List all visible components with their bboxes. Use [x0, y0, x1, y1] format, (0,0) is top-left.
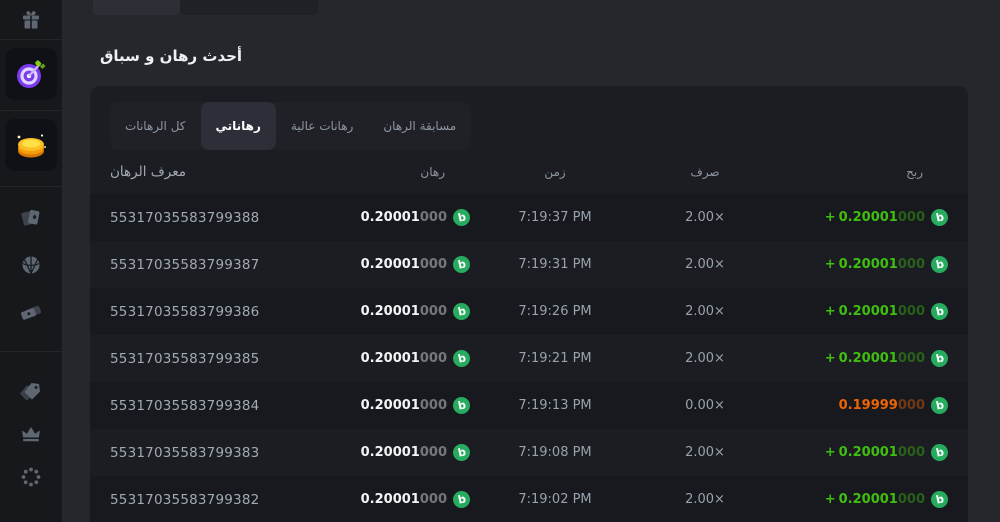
table-row[interactable]: 55317035583799388 0.20001000 b 7:19:37 P… — [90, 194, 968, 241]
coin-icon: b — [453, 256, 470, 273]
bet-payout: 2.00× — [685, 304, 725, 319]
gold-coins-icon[interactable] — [5, 119, 57, 171]
sidebar-divider — [0, 351, 62, 352]
sport-ball-icon[interactable] — [18, 252, 44, 278]
gift-icon[interactable] — [18, 6, 44, 32]
bet-time: 7:19:31 PM — [518, 257, 592, 272]
bet-amount: 0.20001000 b — [300, 256, 470, 273]
col-profit: ربح — [906, 165, 923, 179]
bet-id: 55317035583799382 — [110, 491, 260, 508]
table-header: معرف الرهان رهان زمن صرف ربح — [110, 150, 948, 194]
col-time: زمن — [544, 165, 566, 179]
col-bet-id: معرف الرهان — [110, 164, 186, 180]
table-row[interactable]: 55317035583799387 0.20001000 b 7:19:31 P… — [90, 241, 968, 288]
bet-profit: +0.20001000 b — [770, 350, 948, 367]
coin-icon: b — [931, 444, 948, 461]
coin-icon: b — [931, 397, 948, 414]
playing-cards-icon[interactable] — [18, 205, 44, 231]
price-tags-icon[interactable] — [18, 379, 44, 405]
bet-payout: 0.00× — [685, 398, 725, 413]
dotted-circle-icon[interactable] — [18, 464, 44, 490]
coin-icon: b — [931, 303, 948, 320]
col-bet: رهان — [420, 165, 445, 179]
coin-icon: b — [453, 350, 470, 367]
coin-icon: b — [453, 444, 470, 461]
table-row[interactable]: 55317035583799384 0.20001000 b 7:19:13 P… — [90, 382, 968, 429]
bet-amount: 0.20001000 b — [300, 350, 470, 367]
bet-amount: 0.20001000 b — [300, 303, 470, 320]
tab-bet-contest[interactable]: مسابقة الرهان — [383, 119, 457, 133]
bet-profit: +0.20001000 b — [770, 303, 948, 320]
table-row[interactable]: 55317035583799382 0.20001000 b 7:19:02 P… — [90, 476, 968, 522]
bet-profit: +0.20001000 b — [770, 256, 948, 273]
tab-high-bets[interactable]: رهانات عالية — [290, 119, 354, 133]
page-title: أحدث رهان و سباق — [100, 47, 243, 65]
bets-tabbar: كل الرهانات رهاناتي رهانات عالية مسابقة الر… — [110, 102, 472, 150]
bet-amount: 0.20001000 b — [300, 209, 470, 226]
crown-icon[interactable] — [18, 421, 44, 447]
table-body: 55317035583799388 0.20001000 b 7:19:37 P… — [90, 194, 968, 522]
bet-time: 7:19:21 PM — [518, 351, 592, 366]
bet-payout: 2.00× — [685, 210, 725, 225]
bet-amount: 0.20001000 b — [300, 491, 470, 508]
col-payout: صرف — [690, 165, 720, 179]
sidebar-divider — [0, 186, 62, 187]
coin-icon: b — [931, 350, 948, 367]
cut-off-button-active[interactable] — [93, 0, 180, 15]
sidebar-divider — [0, 39, 62, 40]
bet-profit: 0.19999000 b — [770, 397, 948, 414]
target-dart-icon[interactable] — [5, 48, 57, 100]
bet-time: 7:19:37 PM — [518, 210, 592, 225]
bet-amount: 0.20001000 b — [300, 397, 470, 414]
coin-icon: b — [931, 491, 948, 508]
coin-icon: b — [453, 397, 470, 414]
bet-profit: +0.20001000 b — [770, 444, 948, 461]
bet-id: 55317035583799388 — [110, 209, 260, 226]
bet-payout: 2.00× — [685, 257, 725, 272]
coin-icon: b — [931, 209, 948, 226]
table-row[interactable]: 55317035583799386 0.20001000 b 7:19:26 P… — [90, 288, 968, 335]
tickets-icon[interactable] — [18, 299, 44, 325]
coin-icon: b — [931, 256, 948, 273]
bet-id: 55317035583799387 — [110, 256, 260, 273]
bet-payout: 2.00× — [685, 351, 725, 366]
sidebar-divider — [0, 110, 62, 111]
cut-off-button[interactable] — [180, 0, 318, 15]
table-row[interactable]: 55317035583799383 0.20001000 b 7:19:08 P… — [90, 429, 968, 476]
bet-time: 7:19:26 PM — [518, 304, 592, 319]
bet-id: 55317035583799383 — [110, 444, 260, 461]
coin-icon: b — [453, 303, 470, 320]
bet-time: 7:19:02 PM — [518, 492, 592, 507]
bet-profit: +0.20001000 b — [770, 209, 948, 226]
tab-my-bets[interactable]: رهاناتي — [200, 102, 276, 150]
coin-icon: b — [453, 209, 470, 226]
coin-icon: b — [453, 491, 470, 508]
bet-id: 55317035583799385 — [110, 350, 260, 367]
bet-time: 7:19:13 PM — [518, 398, 592, 413]
sidebar — [0, 0, 62, 522]
bet-time: 7:19:08 PM — [518, 445, 592, 460]
bet-payout: 2.00× — [685, 492, 725, 507]
bets-panel: كل الرهانات رهاناتي رهانات عالية مسابقة الر… — [90, 86, 968, 522]
bet-id: 55317035583799384 — [110, 397, 260, 414]
bet-amount: 0.20001000 b — [300, 444, 470, 461]
bet-profit: +0.20001000 b — [770, 491, 948, 508]
bet-payout: 2.00× — [685, 445, 725, 460]
bet-id: 55317035583799386 — [110, 303, 260, 320]
tab-all-bets[interactable]: كل الرهانات — [125, 119, 186, 133]
table-row[interactable]: 55317035583799385 0.20001000 b 7:19:21 P… — [90, 335, 968, 382]
